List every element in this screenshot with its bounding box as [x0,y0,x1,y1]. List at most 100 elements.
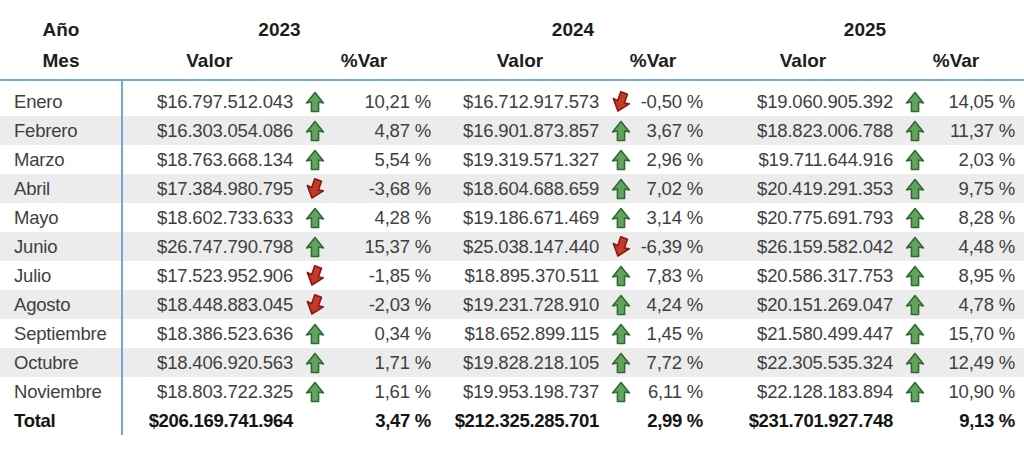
arrow-cell [297,406,333,435]
trend-arrow-icon [303,148,327,172]
valor-cell: $26.159.582.042 [709,232,897,261]
arrow-cell [897,145,933,174]
arrow-cell [897,87,933,116]
valor-cell: $19.060.905.392 [709,87,897,116]
table-row: Julio $17.523.952.906 -1,85 % $18.895.37… [0,261,1024,290]
valor-cell: $17.523.952.906 [122,261,297,290]
valor-cell: $18.386.523.636 [122,319,297,348]
valor-cell: $18.823.006.788 [709,116,897,145]
trend-arrow-icon [609,119,633,143]
var-cell: 6,11 % [639,377,709,406]
table-row: Agosto $18.448.883.045 -2,03 % $19.231.7… [0,290,1024,319]
trend-arrow-icon [609,380,633,404]
valor-cell: $17.384.980.795 [122,174,297,203]
var-cell: 15,37 % [333,232,437,261]
var-cell: 7,83 % [639,261,709,290]
trend-arrow-icon [303,293,327,317]
valor-cell: $20.586.317.753 [709,261,897,290]
var-cell: 2,03 % [933,145,1021,174]
valor-cell: $25.038.147.440 [437,232,603,261]
trend-arrow-icon [609,264,633,288]
var-cell: 4,78 % [933,290,1021,319]
year-header-2024: 2024 [437,19,709,41]
trend-arrow-icon [303,90,327,114]
arrow-cell [297,319,333,348]
var-cell: 5,54 % [333,145,437,174]
arrow-cell [897,319,933,348]
trend-arrow-icon [609,351,633,375]
var-header-2024: %Var [603,50,709,72]
month-cell: Septiembre [0,319,122,348]
var-cell: 10,21 % [333,87,437,116]
month-cell: Febrero [0,116,122,145]
month-cell: Junio [0,232,122,261]
trend-arrow-icon [903,177,927,201]
var-cell: 11,37 % [933,116,1021,145]
arrow-cell [603,261,639,290]
var-cell: 3,67 % [639,116,709,145]
trend-arrow-icon [303,380,327,404]
vertical-divider [121,81,123,435]
var-cell: 4,87 % [333,116,437,145]
arrow-cell [603,377,639,406]
arrow-cell [603,145,639,174]
table-row: Septiembre $18.386.523.636 0,34 % $18.65… [0,319,1024,348]
arrow-cell [897,261,933,290]
table-row: Febrero $16.303.054.086 4,87 % $16.901.8… [0,116,1024,145]
var-cell: 3,14 % [639,203,709,232]
valor-cell: $16.712.917.573 [437,87,603,116]
year-header-2023: 2023 [122,19,437,41]
trend-arrow-icon [303,119,327,143]
var-cell: 3,47 % [333,406,437,435]
valor-cell: $18.406.920.563 [122,348,297,377]
valor-cell: $20.419.291.353 [709,174,897,203]
arrow-cell [603,290,639,319]
trend-arrow-icon [609,177,633,201]
arrow-cell [297,116,333,145]
valor-cell: $18.763.668.134 [122,145,297,174]
arrow-cell [297,145,333,174]
var-cell: -2,03 % [333,290,437,319]
var-cell: -1,85 % [333,261,437,290]
valor-cell: $20.151.269.047 [709,290,897,319]
var-cell: 12,49 % [933,348,1021,377]
var-cell: -0,50 % [639,87,709,116]
var-cell: 7,02 % [639,174,709,203]
valor-header-2025: Valor [709,50,897,72]
arrow-cell [297,203,333,232]
valor-cell: $18.895.370.511 [437,261,603,290]
valor-cell: $16.303.054.086 [122,116,297,145]
valor-cell: $18.803.722.325 [122,377,297,406]
trend-arrow-icon [903,380,927,404]
table-row: Octubre $18.406.920.563 1,71 % $19.828.2… [0,348,1024,377]
var-cell: 8,95 % [933,261,1021,290]
month-cell: Abril [0,174,122,203]
trend-arrow-icon [303,351,327,375]
trend-arrow-icon [903,322,927,346]
trend-arrow-icon [903,264,927,288]
trend-arrow-icon [609,293,633,317]
var-cell: 14,05 % [933,87,1021,116]
trend-arrow-icon [903,351,927,375]
arrow-cell [603,348,639,377]
month-cell: Mayo [0,203,122,232]
var-cell: 1,45 % [639,319,709,348]
arrow-cell [897,348,933,377]
valor-cell: $21.580.499.447 [709,319,897,348]
year-row-label: Año [0,19,122,41]
valor-cell: $26.747.790.798 [122,232,297,261]
table-row: Mayo $18.602.733.633 4,28 % $19.186.671.… [0,203,1024,232]
valor-cell: $16.901.873.857 [437,116,603,145]
month-cell: Marzo [0,145,122,174]
arrow-cell [603,406,639,435]
trend-arrow-icon [303,177,327,201]
subcolumn-header-row: Mes Valor %Var Valor %Var Valor %Var [0,45,1024,76]
valor-cell: $18.448.883.045 [122,290,297,319]
valor-cell: $18.652.899.115 [437,319,603,348]
arrow-cell [603,203,639,232]
valor-cell: $19.828.218.105 [437,348,603,377]
table-row: Junio $26.747.790.798 15,37 % $25.038.14… [0,232,1024,261]
trend-arrow-icon [903,90,927,114]
arrow-cell [603,116,639,145]
trend-arrow-icon [303,322,327,346]
